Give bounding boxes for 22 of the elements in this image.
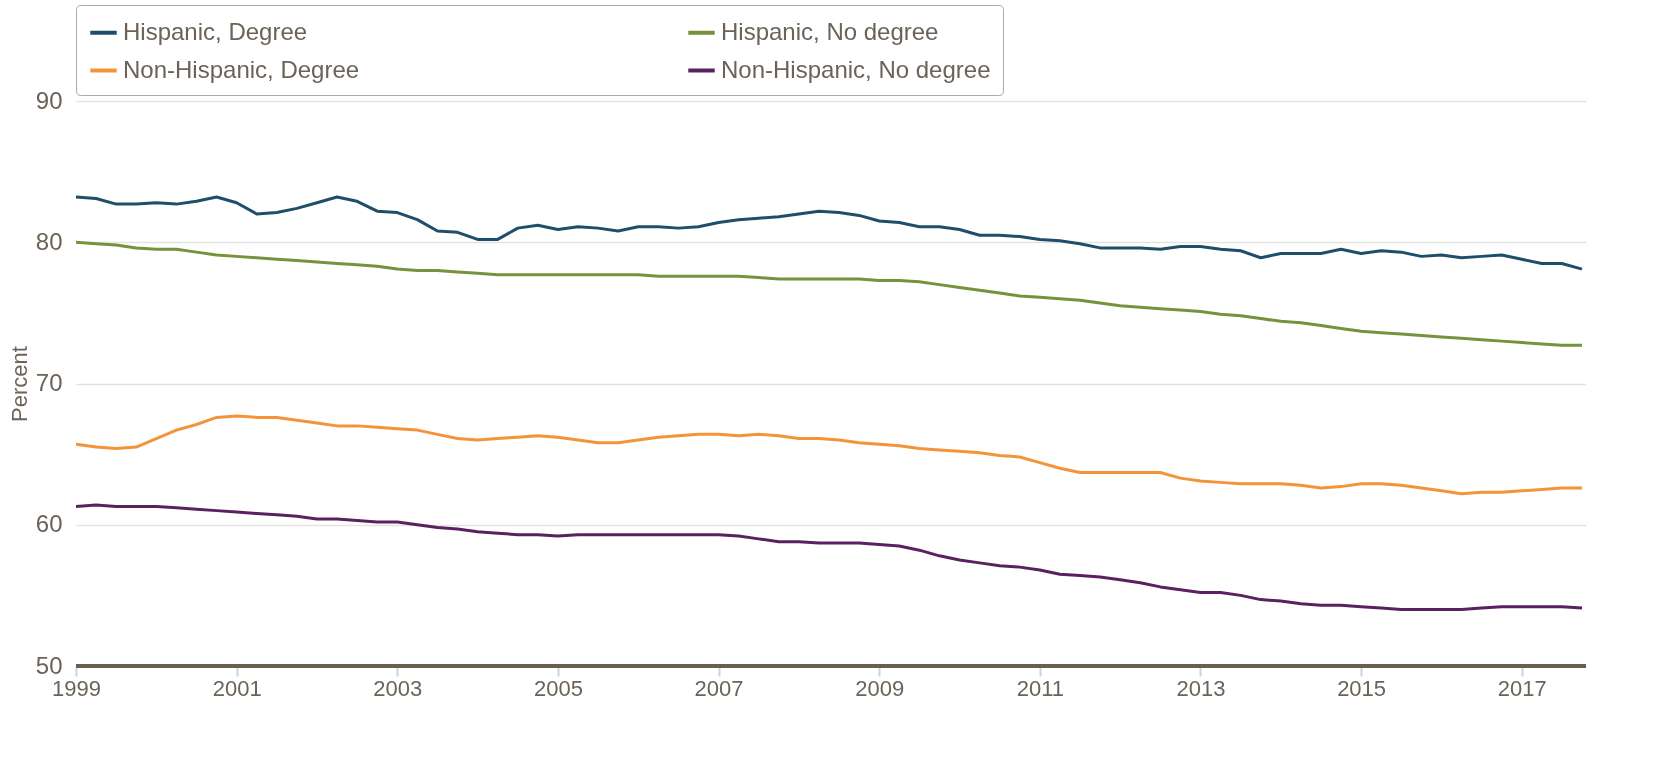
x-tick-label: 2003 bbox=[373, 675, 423, 701]
x-tick-label: 2017 bbox=[1497, 675, 1547, 701]
line-series bbox=[76, 240, 1584, 347]
y-tick-label: 80 bbox=[35, 227, 63, 255]
line-series bbox=[76, 503, 1584, 611]
legend-label: Hispanic, No degree bbox=[721, 17, 939, 45]
legend-label: Hispanic, Degree bbox=[123, 17, 308, 45]
y-tick-label: 70 bbox=[35, 369, 63, 396]
y-tick-label: 90 bbox=[35, 86, 63, 114]
x-tick-label: 2005 bbox=[533, 675, 583, 701]
x-tick-label: 2009 bbox=[855, 675, 905, 701]
y-tick-label: 60 bbox=[35, 510, 63, 538]
line-series bbox=[76, 414, 1584, 496]
y-axis-title: Percent bbox=[6, 346, 32, 422]
x-tick-label: 2001 bbox=[212, 675, 262, 701]
x-tick-label: 2007 bbox=[694, 675, 744, 701]
x-tick-label: 2011 bbox=[1016, 675, 1064, 701]
line-series bbox=[76, 195, 1584, 271]
legend-label: Non-Hispanic, No degree bbox=[721, 55, 991, 83]
x-tick-label: 2013 bbox=[1176, 675, 1226, 701]
legend-label: Non-Hispanic, Degree bbox=[123, 55, 360, 83]
x-tick-label: 2015 bbox=[1337, 675, 1387, 701]
